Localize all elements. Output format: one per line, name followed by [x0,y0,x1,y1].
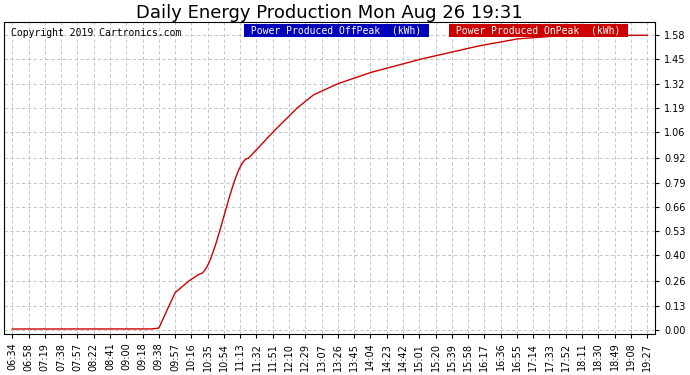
Title: Daily Energy Production Mon Aug 26 19:31: Daily Energy Production Mon Aug 26 19:31 [137,4,523,22]
Text: Power Produced OnPeak  (kWh): Power Produced OnPeak (kWh) [450,25,627,35]
Text: Copyright 2019 Cartronics.com: Copyright 2019 Cartronics.com [10,28,181,38]
Text: Power Produced OffPeak  (kWh): Power Produced OffPeak (kWh) [245,25,427,35]
